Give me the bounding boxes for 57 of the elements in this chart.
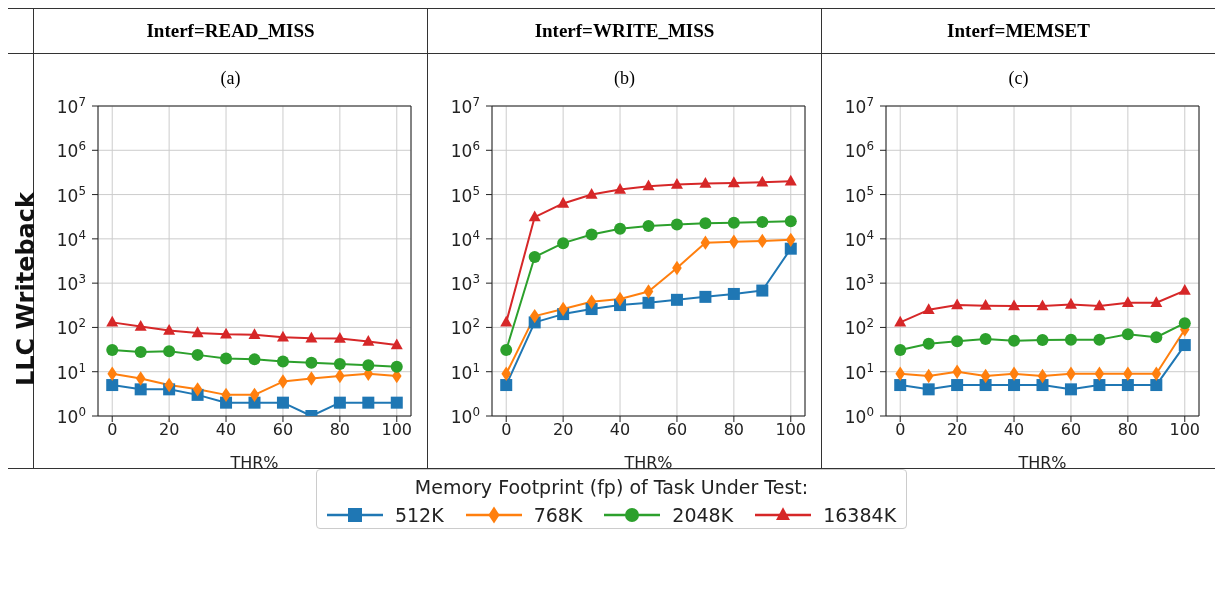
- y-tick-label: 10$^{0}$: [844, 405, 874, 427]
- legend-label: 16384K: [823, 504, 897, 526]
- x-tick-label: 100: [381, 420, 413, 440]
- x-axis-title: THR%: [1017, 453, 1067, 472]
- chart-title: Interf=READ_MISS: [34, 9, 427, 54]
- x-tick-label: 80: [329, 420, 351, 440]
- legend-title: Memory Footprint (fp) of Task Under Test:: [413, 476, 810, 498]
- chart-subtitle: (a): [219, 68, 242, 90]
- legend-label: 768K: [533, 504, 583, 526]
- x-tick-label: 100: [775, 420, 807, 440]
- y-tick-label: 10$^{4}$: [450, 227, 480, 250]
- y-tick-label: 10$^{0}$: [450, 405, 480, 427]
- chart-subtitle: (c): [1007, 68, 1030, 90]
- x-tick-label: 20: [158, 420, 180, 440]
- x-tick-label: 60: [666, 420, 688, 440]
- y-tick-label: 10$^{4}$: [844, 227, 874, 250]
- chart-subtitle: (b): [613, 68, 636, 90]
- x-axis-title: THR%: [623, 453, 673, 472]
- y-tick-label: 10$^{3}$: [844, 272, 874, 295]
- y-tick-label: 10$^{5}$: [56, 183, 86, 206]
- y-tick-label: 10$^{7}$: [56, 95, 86, 117]
- y-tick-label: 10$^{7}$: [844, 95, 874, 117]
- y-tick-label: 10$^{0}$: [56, 405, 86, 427]
- y-tick-label: 10$^{3}$: [450, 272, 480, 295]
- legend-label: 512K: [394, 504, 444, 526]
- y-tick-label: 10$^{1}$: [56, 360, 86, 383]
- x-tick-label: 40: [609, 420, 631, 440]
- legend-label: 2048K: [672, 504, 734, 526]
- chart-title: Interf=WRITE_MISS: [428, 9, 821, 54]
- y-tick-label: 10$^{7}$: [450, 95, 480, 117]
- x-axis-title: THR%: [229, 453, 279, 472]
- x-tick-label: 0: [107, 420, 118, 440]
- x-tick-label: 100: [1169, 420, 1201, 440]
- x-tick-label: 0: [895, 420, 906, 440]
- y-tick-label: 10$^{1}$: [844, 360, 874, 383]
- y-tick-label: 10$^{6}$: [56, 139, 86, 162]
- y-tick-label: 10$^{4}$: [56, 227, 86, 250]
- y-tick-label: 10$^{6}$: [844, 139, 874, 162]
- x-tick-label: 80: [1117, 420, 1139, 440]
- y-axis-title: LLC Writeback: [12, 192, 40, 386]
- x-tick-label: 60: [272, 420, 294, 440]
- x-tick-label: 20: [552, 420, 574, 440]
- y-tick-label: 10$^{1}$: [450, 360, 480, 383]
- y-tick-label: 10$^{5}$: [844, 183, 874, 206]
- y-tick-label: 10$^{5}$: [450, 183, 480, 206]
- x-tick-label: 60: [1060, 420, 1082, 440]
- x-tick-label: 40: [1003, 420, 1025, 440]
- y-tick-label: 10$^{3}$: [56, 272, 86, 295]
- x-tick-label: 20: [946, 420, 968, 440]
- y-tick-label: 10$^{2}$: [56, 316, 86, 339]
- x-tick-label: 80: [723, 420, 745, 440]
- x-tick-label: 0: [501, 420, 512, 440]
- y-tick-label: 10$^{6}$: [450, 139, 480, 162]
- x-tick-label: 40: [215, 420, 237, 440]
- chart-title: Interf=MEMSET: [822, 9, 1215, 54]
- y-tick-label: 10$^{2}$: [844, 316, 874, 339]
- y-tick-label: 10$^{2}$: [450, 316, 480, 339]
